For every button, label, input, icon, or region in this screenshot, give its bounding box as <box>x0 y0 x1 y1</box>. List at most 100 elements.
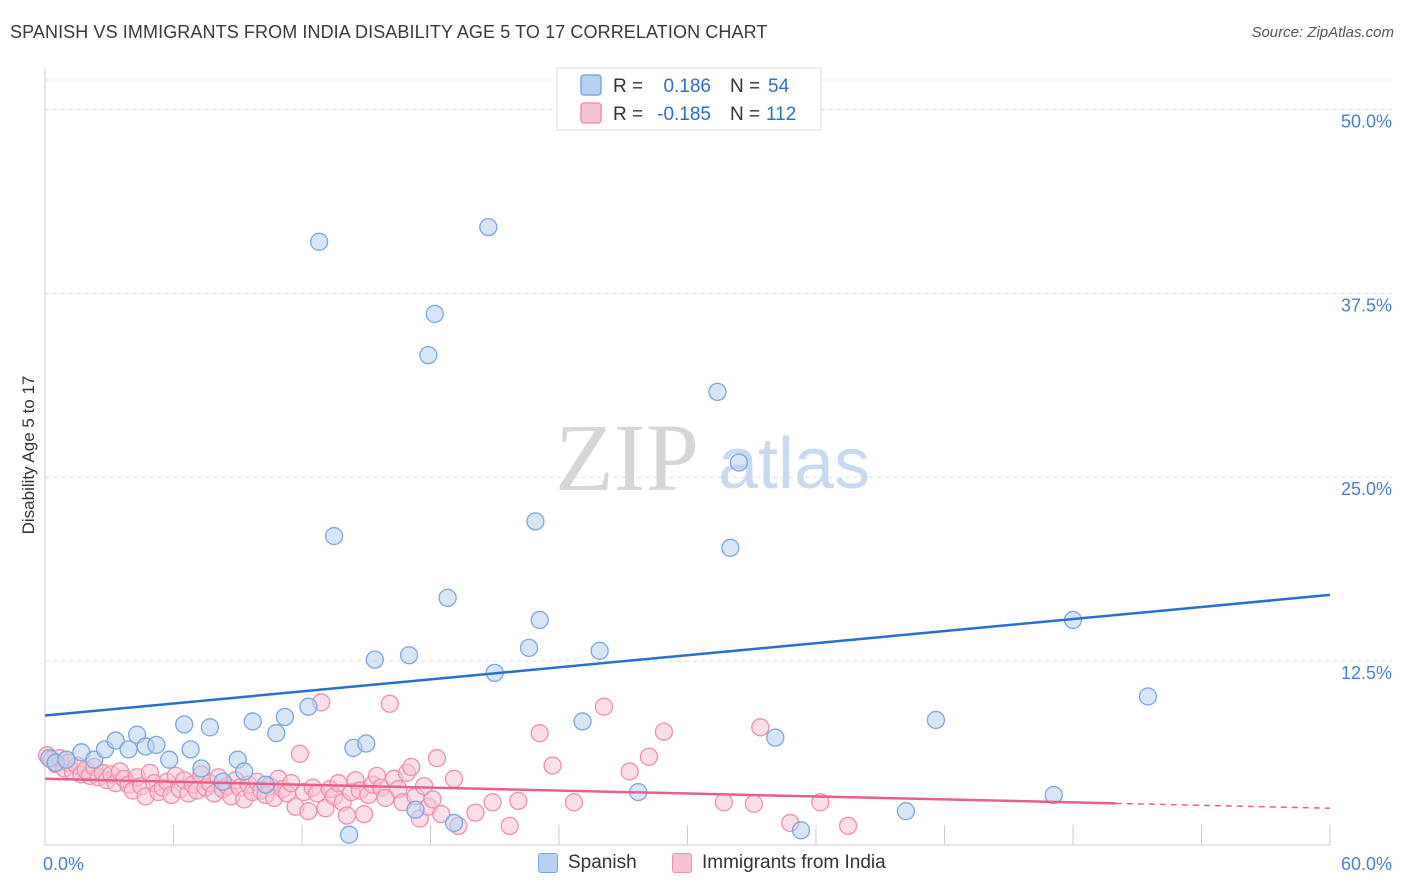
spanish-point <box>267 724 286 743</box>
india-point <box>744 794 764 813</box>
y-tick-label: 50.0% <box>1341 111 1392 131</box>
spanish-point <box>766 728 785 747</box>
grid-lines <box>45 79 1392 662</box>
x-tick-label-min: 0.0% <box>43 854 84 874</box>
series-spanish-points <box>40 217 1158 844</box>
spanish-point <box>181 740 200 759</box>
y-tick-label: 37.5% <box>1341 295 1392 315</box>
india-point <box>620 762 639 781</box>
india-point <box>402 757 421 777</box>
india-point <box>654 722 674 741</box>
spanish-point <box>192 759 211 778</box>
india-point <box>838 816 858 836</box>
spanish-point <box>896 802 916 821</box>
spanish-point <box>419 345 438 365</box>
legend-n-value-spanish: 54 <box>768 76 790 97</box>
legend-item-india: Immigrants from India <box>672 852 886 874</box>
india-point <box>751 718 770 737</box>
spanish-trend-line <box>44 593 1331 717</box>
legend-n-label-india: N = <box>730 104 760 125</box>
india-point <box>354 804 374 824</box>
legend-bottom: Spanish Immigrants from India <box>0 852 1406 878</box>
spanish-point <box>106 731 125 750</box>
spanish-point <box>573 712 592 731</box>
spanish-point <box>365 650 384 669</box>
spanish-point <box>1044 785 1063 805</box>
legend-r-label-india: R = <box>613 104 643 125</box>
spanish-point <box>309 232 329 251</box>
spanish-point <box>708 382 727 402</box>
legend-r-label-spanish: R = <box>613 76 643 97</box>
india-point <box>811 793 830 812</box>
spanish-point <box>57 750 76 769</box>
chart-title: SPANISH VS IMMIGRANTS FROM INDIA DISABIL… <box>10 22 768 42</box>
spanish-point <box>243 712 262 731</box>
x-tick-labels: 0.0% 60.0% <box>43 854 1392 874</box>
legend-swatch-india <box>672 853 692 873</box>
india-point <box>594 697 614 716</box>
india-point <box>423 790 442 809</box>
legend-n-label-spanish: N = <box>730 76 760 97</box>
spanish-point <box>530 610 549 630</box>
legend-swatch-india <box>580 102 602 124</box>
legend-label-spanish: Spanish <box>568 852 637 873</box>
india-point <box>509 791 528 811</box>
spanish-point <box>175 715 194 734</box>
spanish-point <box>160 750 179 769</box>
spanish-point <box>1138 687 1158 706</box>
spanish-point <box>438 588 457 607</box>
india-point <box>530 724 549 743</box>
chart-source: Source: ZipAtlas.com <box>1251 24 1394 41</box>
spanish-point <box>324 526 344 546</box>
spanish-point <box>444 813 464 833</box>
spanish-point <box>399 646 419 665</box>
spanish-point <box>590 641 609 660</box>
india-point <box>466 803 485 822</box>
legend-label-india: Immigrants from India <box>702 852 886 873</box>
legend-r-value-spanish: 0.186 <box>663 76 711 97</box>
trend-lines <box>44 593 1331 809</box>
spanish-point <box>299 697 318 716</box>
spanish-point <box>425 304 444 324</box>
y-axis-label: Disability Age 5 to 17 <box>19 376 38 535</box>
legend-top: R = 0.186 N = 54 R = -0.185 N = 112 <box>556 67 822 131</box>
spanish-point <box>339 825 359 844</box>
india-point <box>639 747 659 766</box>
y-tick-label: 12.5% <box>1341 663 1392 683</box>
watermark-zip: ZIP <box>555 404 699 511</box>
india-point <box>444 769 464 788</box>
spanish-point <box>406 800 425 819</box>
watermark: ZIP atlas <box>555 404 870 511</box>
legend-n-value-india: 112 <box>766 104 796 125</box>
india-point <box>483 793 502 812</box>
spanish-point <box>721 538 740 557</box>
legend-item-spanish: Spanish <box>538 852 637 874</box>
spanish-point <box>526 512 545 531</box>
india-point <box>290 744 310 763</box>
spanish-point <box>147 735 166 755</box>
spanish-point <box>791 821 811 840</box>
x-tick-label-max: 60.0% <box>1341 854 1392 874</box>
india-trend-line <box>44 777 1116 805</box>
india-point <box>432 804 451 824</box>
y-tick-labels: 12.5% 25.0% 37.5% 50.0% <box>1341 111 1392 683</box>
india-trend-line-extension <box>1115 802 1331 809</box>
legend-r-value-india: -0.185 <box>657 104 711 125</box>
spanish-point <box>519 638 539 658</box>
spanish-point <box>200 718 220 737</box>
spanish-point <box>479 217 498 237</box>
india-point <box>714 793 734 812</box>
india-point <box>380 694 399 713</box>
spanish-point <box>729 453 749 472</box>
legend-swatch-spanish <box>538 853 558 873</box>
spanish-point <box>235 762 254 781</box>
spanish-point <box>926 710 946 730</box>
spanish-point <box>357 734 376 753</box>
legend-swatch-spanish <box>580 74 602 96</box>
spanish-point <box>275 707 295 727</box>
india-point <box>564 793 584 812</box>
india-point <box>337 806 357 825</box>
india-point <box>427 749 447 768</box>
india-point <box>500 816 519 836</box>
